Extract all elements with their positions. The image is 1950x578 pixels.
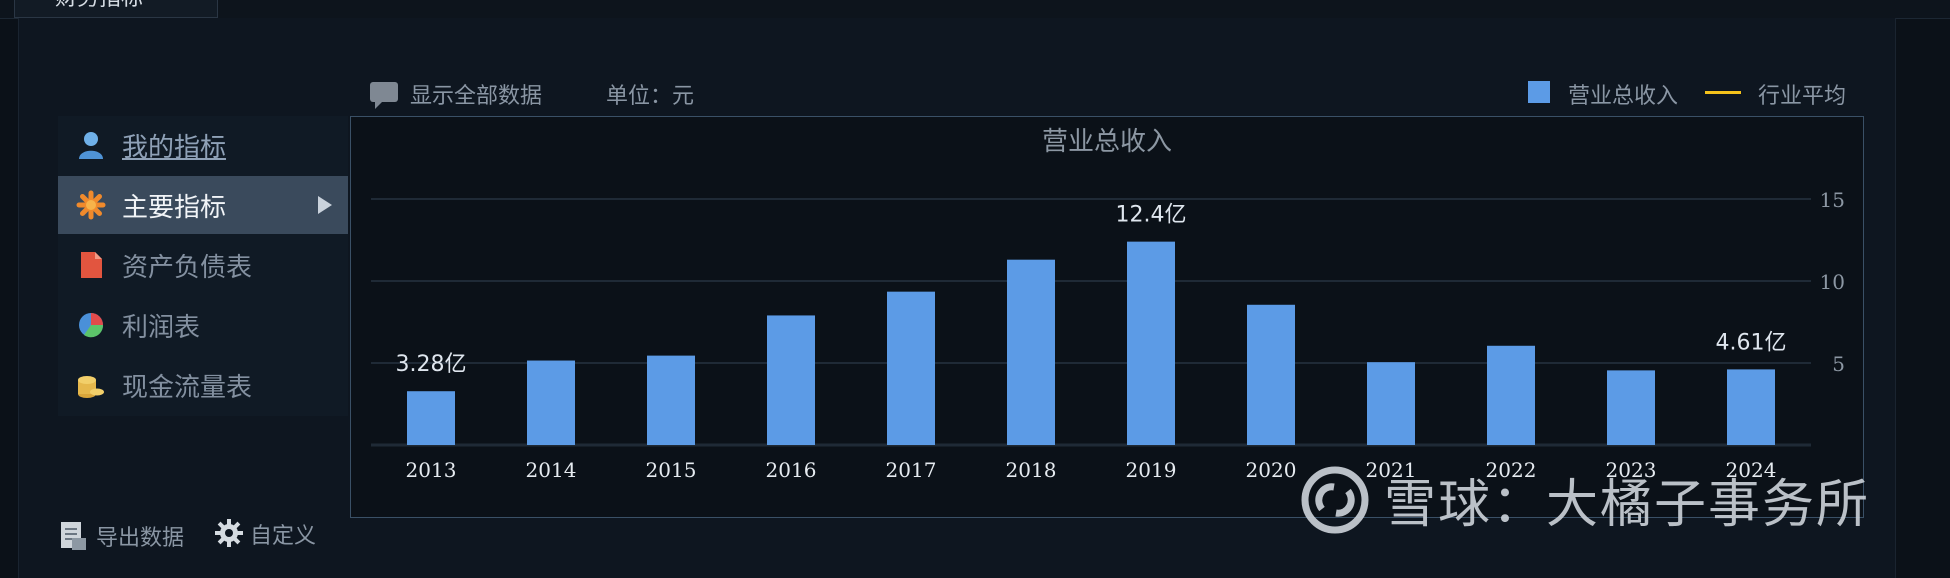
- sidebar-item-label: 主要指标: [122, 192, 227, 223]
- sidebar-item-income-statement[interactable]: 利润表: [58, 296, 348, 354]
- bar-2017: [887, 291, 935, 445]
- sidebar-item-balance-sheet[interactable]: 资产负债表: [58, 236, 348, 294]
- export-data-button[interactable]: 导出数据: [58, 520, 184, 552]
- bar-2016: [767, 315, 815, 445]
- show-all-data-toggle[interactable]: 显示全部数据: [410, 84, 543, 109]
- chart-title: 营业总收入: [1042, 127, 1172, 157]
- customize-button[interactable]: 自定义: [214, 518, 316, 550]
- legend-revenue-swatch: [1528, 81, 1550, 103]
- legend-industry-label[interactable]: 行业平均: [1758, 84, 1847, 109]
- bar-2015: [647, 355, 695, 445]
- x-tick-label: 2023: [1606, 458, 1657, 482]
- bar-2024: [1727, 369, 1775, 445]
- comment-icon[interactable]: [370, 82, 398, 109]
- top-bar: [0, 0, 1950, 19]
- bar-2019: [1127, 241, 1175, 445]
- x-tick-label: 2013: [406, 458, 457, 482]
- bar-2013: [407, 391, 455, 445]
- data-label: 4.61亿: [1716, 330, 1787, 355]
- unit-label: 单位：元: [606, 84, 695, 109]
- watermark: 雪球：大橘子事务所: [1300, 462, 1870, 537]
- x-tick-label: 2021: [1366, 458, 1417, 482]
- bar-2023: [1607, 370, 1655, 445]
- x-tick-label: 2014: [526, 458, 577, 482]
- sidebar-item-label: 现金流量表: [122, 372, 253, 403]
- sidebar-item-cash-flow[interactable]: 现金流量表: [58, 356, 348, 414]
- bar-2021: [1367, 362, 1415, 445]
- pie-chart-icon: [76, 310, 106, 340]
- user-icon: [76, 130, 106, 160]
- snowball-logo-icon: [1300, 465, 1370, 535]
- x-tick-label: 2024: [1726, 458, 1777, 482]
- document-icon: [76, 250, 106, 280]
- sidebar-item-label: 我的指标: [122, 132, 227, 163]
- x-tick-label: 2017: [886, 458, 937, 482]
- legend-revenue-label[interactable]: 营业总收入: [1568, 84, 1679, 109]
- legend-industry-swatch: [1705, 91, 1741, 94]
- x-tick-label: 2019: [1126, 458, 1177, 482]
- data-label: 3.28亿: [396, 352, 467, 377]
- revenue-bar-chart: 营业总收入 5 10 15 2013 3.28亿 2014 2015 2016 2017 2018 2…: [371, 127, 1845, 482]
- bar-2014: [527, 360, 575, 445]
- x-tick-label: 2016: [766, 458, 817, 482]
- coins-icon: [76, 370, 106, 400]
- tab-finance-indicators[interactable]: 财务指标: [14, 0, 218, 18]
- sidebar: 我的指标 主要指标 资产负债表 利润表 现金流量表: [58, 116, 348, 416]
- y-tick-label: 5: [1832, 352, 1845, 376]
- x-tick-label: 2018: [1006, 458, 1057, 482]
- bar-2018: [1007, 259, 1055, 445]
- chart-frame: 营业总收入 5 10 15 2013 3.28亿 2014 2015 2016 2017 2018 2…: [350, 116, 1864, 518]
- sidebar-item-main-indicators[interactable]: 主要指标: [58, 176, 348, 234]
- star-burst-icon: [76, 190, 106, 220]
- gear-icon: [214, 519, 244, 549]
- bar-2020: [1247, 304, 1295, 445]
- x-tick-label: 2022: [1486, 458, 1537, 482]
- tab-label: 财务指标: [55, 0, 143, 11]
- x-tick-label: 2020: [1246, 458, 1297, 482]
- data-label: 12.4亿: [1116, 203, 1187, 228]
- export-icon: [58, 520, 88, 552]
- sidebar-item-my-indicators[interactable]: 我的指标: [58, 116, 348, 174]
- y-tick-label: 10: [1820, 270, 1845, 294]
- sidebar-item-label: 利润表: [122, 312, 201, 343]
- y-tick-label: 15: [1820, 188, 1845, 212]
- sidebar-item-label: 资产负债表: [122, 252, 253, 283]
- watermark-text: 雪球：大橘子事务所: [1384, 475, 1871, 535]
- bar-2022: [1487, 345, 1535, 445]
- x-tick-label: 2015: [646, 458, 697, 482]
- chevron-right-icon: [318, 196, 332, 214]
